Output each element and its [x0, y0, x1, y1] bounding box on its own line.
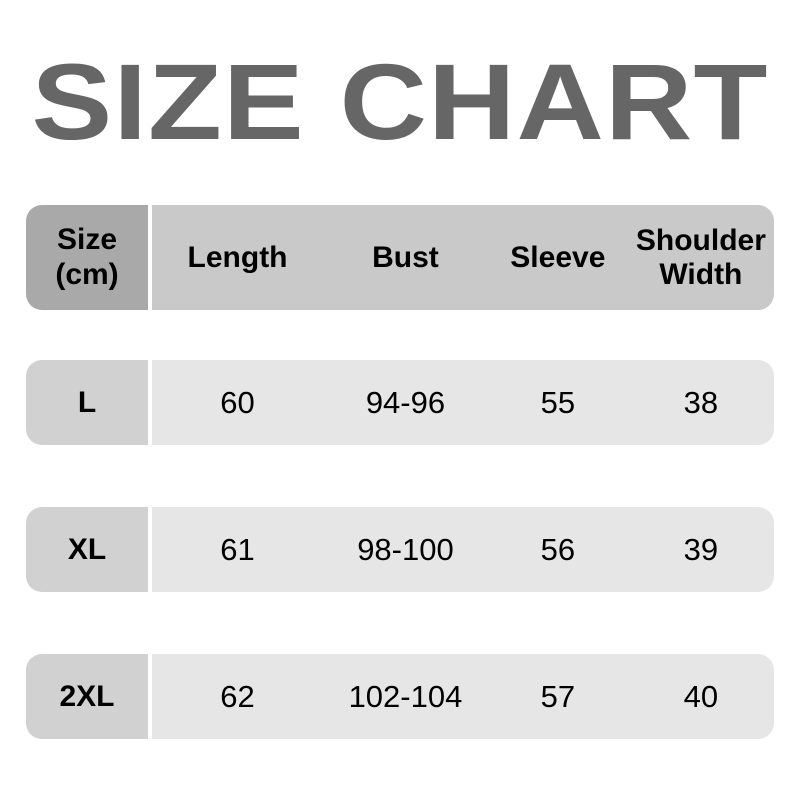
- cell-bust: 94-96: [365, 384, 446, 420]
- cell-length: 62: [220, 678, 255, 714]
- column-divider: [148, 360, 152, 445]
- column-divider: [148, 507, 152, 592]
- header-band: Length Bust Sleeve Shoulder Width: [152, 205, 774, 310]
- cell-bust: 98-100: [357, 531, 454, 567]
- header-cell-shoulder-width: Shoulder Width: [628, 205, 774, 310]
- row-band: 60 94-96 55 38: [152, 360, 774, 445]
- header-size-label-line2: (cm): [55, 257, 119, 291]
- header-cell-bust: Bust: [372, 240, 439, 274]
- row-size-label: 2XL: [26, 654, 148, 739]
- cell-length: 60: [220, 384, 255, 420]
- header-cell-sleeve: Sleeve: [510, 240, 606, 274]
- row-size-label: XL: [26, 507, 148, 592]
- cell-sleeve: 57: [540, 678, 576, 714]
- row-size-label: L: [26, 360, 148, 445]
- column-divider: [148, 654, 152, 739]
- header-cell-length: Length: [187, 240, 288, 274]
- size-chart-table: Size (cm) Length Bust Sleeve Shoulder Wi…: [26, 205, 774, 739]
- header-cell-size: Size (cm): [26, 205, 148, 310]
- page-title: SIZE CHART: [31, 41, 769, 162]
- table-row: L 60 94-96 55 38: [26, 360, 774, 445]
- column-divider: [148, 205, 152, 310]
- table-header-row: Size (cm) Length Bust Sleeve Shoulder Wi…: [26, 205, 774, 310]
- cell-sleeve: 56: [540, 531, 576, 567]
- cell-shoulder-width: 40: [683, 678, 719, 714]
- cell-shoulder-width: 38: [683, 384, 719, 420]
- table-row: 2XL 62 102-104 57 40: [26, 654, 774, 739]
- cell-bust: 102-104: [348, 678, 463, 714]
- row-band: 61 98-100 56 39: [152, 507, 774, 592]
- header-shoulder-label-line2: Width: [659, 257, 743, 291]
- cell-length: 61: [220, 531, 255, 567]
- header-size-label-line1: Size: [56, 223, 118, 256]
- cell-sleeve: 55: [540, 384, 576, 420]
- row-band: 62 102-104 57 40: [152, 654, 774, 739]
- table-row: XL 61 98-100 56 39: [26, 507, 774, 592]
- cell-shoulder-width: 39: [683, 531, 719, 567]
- header-shoulder-label-line1: Shoulder: [635, 223, 766, 257]
